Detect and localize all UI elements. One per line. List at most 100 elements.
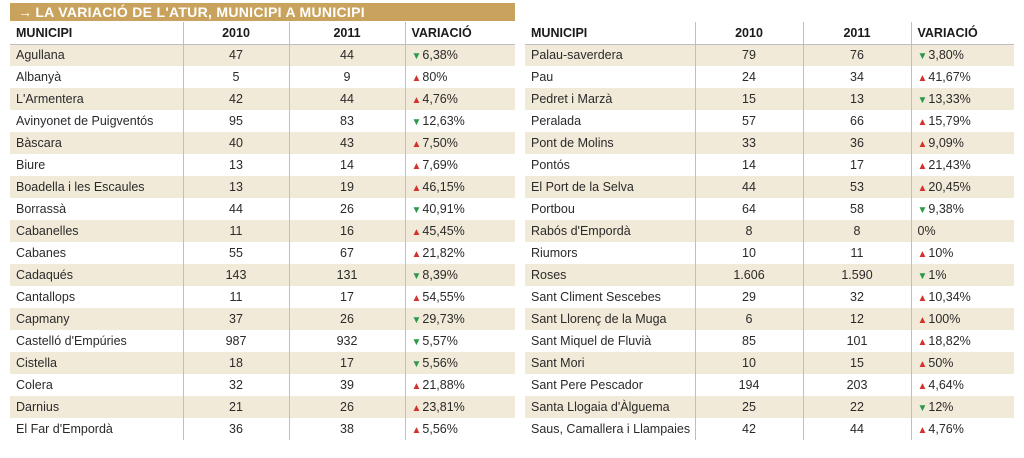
municipality-cell: L'Armentera <box>10 88 184 110</box>
municipality-cell: Borrassà <box>10 198 184 220</box>
variation-value: 10% <box>928 246 954 260</box>
variation-cell: ▲7,50% <box>405 132 515 154</box>
triangle-down-icon: ▼ <box>411 337 422 348</box>
table-row: Rabós d'Empordà 8 8 0% <box>525 220 1014 242</box>
value-2010-cell: 5 <box>183 66 290 88</box>
triangle-up-icon: ▲ <box>411 425 422 436</box>
variation-cell: ▲20,45% <box>911 176 1014 198</box>
table-row: Boadella i les Escaules 13 19 ▲46,15% <box>10 176 515 198</box>
value-2010-cell: 10 <box>695 242 804 264</box>
variation-cell: 0% <box>911 220 1014 242</box>
table-row: Sant Climent Sescebes 29 32 ▲10,34% <box>525 286 1014 308</box>
value-2011-cell: 19 <box>289 176 406 198</box>
variation-cell: ▲10% <box>911 242 1014 264</box>
value-2010-cell: 44 <box>183 198 290 220</box>
value-2010-cell: 95 <box>183 110 290 132</box>
variation-value: 13,33% <box>928 92 971 106</box>
municipality-cell: Santa Llogaia d'Àlguema <box>525 396 696 418</box>
value-2010-cell: 29 <box>695 286 804 308</box>
municipality-cell: Boadella i les Escaules <box>10 176 184 198</box>
header-municipi: MUNICIPI <box>525 22 696 45</box>
table-row: Sant Llorenç de la Muga 6 12 ▲100% <box>525 308 1014 330</box>
value-2010-cell: 14 <box>695 154 804 176</box>
municipality-cell: Cantallops <box>10 286 184 308</box>
value-2011-cell: 15 <box>803 352 912 374</box>
variation-cell: ▼5,56% <box>405 352 515 374</box>
variation-value: 0% <box>917 224 936 238</box>
table-row: Darnius 21 26 ▲23,81% <box>10 396 515 418</box>
value-2011-cell: 76 <box>803 44 912 66</box>
value-2011-cell: 44 <box>289 44 406 66</box>
variation-value: 8,39% <box>422 268 458 282</box>
value-2010-cell: 13 <box>183 154 290 176</box>
value-2011-cell: 17 <box>289 352 406 374</box>
triangle-up-icon: ▲ <box>917 425 928 436</box>
municipality-cell: Pedret i Marzà <box>525 88 696 110</box>
triangle-up-icon: ▲ <box>917 359 928 370</box>
municipality-cell: Pontós <box>525 154 696 176</box>
triangle-up-icon: ▲ <box>411 403 422 414</box>
value-2010-cell: 21 <box>183 396 290 418</box>
variation-cell: ▲4,76% <box>405 88 515 110</box>
table-row: El Port de la Selva 44 53 ▲20,45% <box>525 176 1014 198</box>
triangle-down-icon: ▼ <box>411 51 422 63</box>
variation-value: 1% <box>928 268 947 282</box>
variation-value: 54,55% <box>422 290 465 304</box>
value-2010-cell: 25 <box>695 396 804 418</box>
municipality-cell: Avinyonet de Puigventós <box>10 110 184 132</box>
value-2010-cell: 42 <box>183 88 290 110</box>
municipality-cell: Cabanes <box>10 242 184 264</box>
value-2010-cell: 1.606 <box>695 264 804 286</box>
value-2010-cell: 44 <box>695 176 804 198</box>
table-row: Castelló d'Empúries 987 932 ▼5,57% <box>10 330 515 352</box>
variation-cell: ▲18,82% <box>911 330 1014 352</box>
value-2011-cell: 13 <box>803 88 912 110</box>
table-row: Avinyonet de Puigventós 95 83 ▼12,63% <box>10 110 515 132</box>
value-2010-cell: 10 <box>695 352 804 374</box>
municipality-cell: Riumors <box>525 242 696 264</box>
variation-cell: ▲4,76% <box>911 418 1014 440</box>
triangle-up-icon: ▲ <box>411 95 422 106</box>
table-row: Pont de Molins 33 36 ▲9,09% <box>525 132 1014 154</box>
variation-cell: ▲50% <box>911 352 1014 374</box>
value-2010-cell: 13 <box>183 176 290 198</box>
table-row: Bàscara 40 43 ▲7,50% <box>10 132 515 154</box>
header-2010: 2010 <box>183 22 290 45</box>
value-2011-cell: 8 <box>803 220 912 242</box>
triangle-down-icon: ▼ <box>917 51 928 63</box>
municipality-cell: Colera <box>10 374 184 396</box>
value-2010-cell: 24 <box>695 66 804 88</box>
table-row: Capmany 37 26 ▼29,73% <box>10 308 515 330</box>
value-2010-cell: 33 <box>695 132 804 154</box>
triangle-down-icon: ▼ <box>411 117 422 128</box>
value-2010-cell: 8 <box>695 220 804 242</box>
variation-value: 21,82% <box>422 246 465 260</box>
triangle-down-icon: ▼ <box>917 95 928 106</box>
triangle-up-icon: ▲ <box>411 73 422 84</box>
header-2011: 2011 <box>803 22 912 45</box>
table-header: MUNICIPI 2010 2011 VARIACIÓ <box>525 22 1014 45</box>
value-2011-cell: 66 <box>803 110 912 132</box>
municipality-cell: Cadaqués <box>10 264 184 286</box>
triangle-down-icon: ▼ <box>411 359 422 370</box>
right-table: MUNICIPI 2010 2011 VARIACIÓ Palau-saverd… <box>525 22 1014 440</box>
variation-cell: ▲41,67% <box>911 66 1014 88</box>
variation-value: 45,45% <box>422 224 465 238</box>
municipality-cell: Rabós d'Empordà <box>525 220 696 242</box>
triangle-down-icon: ▼ <box>411 205 422 216</box>
table-row: Sant Mori 10 15 ▲50% <box>525 352 1014 374</box>
value-2011-cell: 36 <box>803 132 912 154</box>
triangle-up-icon: ▲ <box>411 161 422 172</box>
table-row: Riumors 10 11 ▲10% <box>525 242 1014 264</box>
variation-value: 29,73% <box>422 312 465 326</box>
value-2010-cell: 987 <box>183 330 290 352</box>
title-bar: → LA VARIACIÓ DE L'ATUR, MUNICIPI A MUNIC… <box>10 3 515 21</box>
municipality-cell: Roses <box>525 264 696 286</box>
value-2011-cell: 44 <box>289 88 406 110</box>
municipality-cell: Agullana <box>10 44 184 66</box>
arrow-right-icon: → <box>18 4 33 20</box>
triangle-down-icon: ▼ <box>917 271 928 282</box>
municipality-cell: Sant Miquel de Fluvià <box>525 330 696 352</box>
triangle-down-icon: ▼ <box>411 271 422 282</box>
value-2010-cell: 11 <box>183 286 290 308</box>
